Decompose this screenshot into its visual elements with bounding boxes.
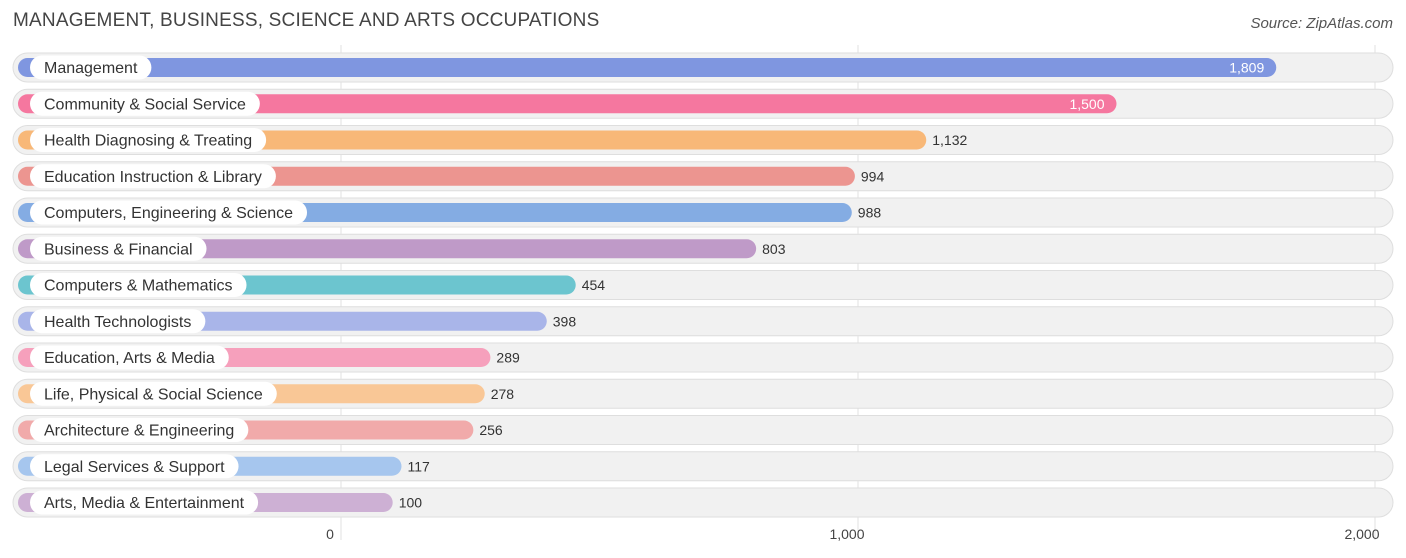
bar-row: Computers, Engineering & Science 988 — [12, 197, 1394, 228]
bar-row: Management 1,809 — [12, 52, 1394, 83]
category-label-pill — [30, 309, 206, 334]
category-label: Management — [44, 60, 138, 77]
bar-row: Computers & Mathematics 454 — [12, 270, 1394, 300]
category-label: Education Instruction & Library — [44, 169, 262, 186]
category-label-pill — [30, 91, 260, 116]
bar-row: Arts, Media & Entertainment 100 — [12, 487, 1394, 518]
category-label-pill — [30, 128, 267, 152]
category-label-pill — [30, 164, 276, 189]
x-tick-label: 2,000 — [1344, 526, 1379, 542]
bar-row: Education Instruction & Library 994 — [12, 161, 1394, 192]
rows-layer: Management 1,809 Community & Social Servic… — [12, 52, 1394, 518]
value-label: 289 — [496, 350, 520, 366]
category-label-pill — [30, 55, 152, 80]
value-label: 988 — [858, 205, 882, 221]
category-label: Business & Financial — [44, 241, 193, 258]
bar-row: Health Diagnosing & Treating 1,132 — [12, 125, 1394, 155]
category-label-pill — [30, 381, 277, 406]
value-label: 1,132 — [932, 132, 967, 148]
category-label: Health Diagnosing & Treating — [44, 133, 252, 150]
value-label: 803 — [762, 241, 786, 257]
category-label: Computers & Mathematics — [44, 278, 233, 295]
category-label: Arts, Media & Entertainment — [44, 495, 245, 512]
x-tick-label: 1,000 — [829, 526, 864, 542]
category-label: Health Technologists — [44, 314, 191, 331]
category-label-pill — [30, 345, 229, 370]
x-tick-label: 0 — [326, 526, 334, 542]
value-label: 256 — [479, 422, 503, 438]
bar-row: Community & Social Service 1,500 — [12, 88, 1394, 119]
category-label: Life, Physical & Social Science — [44, 386, 263, 403]
bar-row: Health Technologists 398 — [12, 306, 1394, 337]
category-label-pill — [30, 454, 239, 479]
category-label-pill — [30, 236, 207, 261]
chart-title: MANAGEMENT, BUSINESS, SCIENCE AND ARTS O… — [13, 10, 600, 31]
source-label: Source: ZipAtlas.com — [1250, 15, 1393, 32]
bar-row: Legal Services & Support 117 — [12, 451, 1394, 482]
bar-row: Business & Financial 803 — [12, 233, 1394, 264]
value-label: 278 — [491, 386, 515, 402]
value-label: 100 — [399, 495, 423, 511]
x-axis-ticks: 0 1,000 2,000 — [326, 526, 1380, 542]
value-label: 117 — [407, 458, 430, 474]
value-label: 398 — [553, 313, 577, 329]
value-label: 1,500 — [1069, 96, 1104, 112]
category-label-pill — [30, 490, 259, 515]
category-label-pill — [30, 418, 249, 442]
value-label: 1,809 — [1229, 60, 1264, 76]
bar-row: Life, Physical & Social Science 278 — [12, 378, 1394, 409]
bar-row: Architecture & Engineering 256 — [12, 415, 1394, 445]
category-label: Legal Services & Support — [44, 459, 225, 476]
category-label: Education, Arts & Media — [44, 350, 215, 367]
bar — [18, 94, 1117, 114]
value-label: 994 — [861, 168, 885, 184]
bar — [18, 58, 1277, 77]
bar-row: Education, Arts & Media 289 — [12, 342, 1394, 373]
category-label-pill — [30, 200, 308, 225]
category-label-pill — [30, 273, 247, 297]
category-label: Architecture & Engineering — [44, 423, 234, 440]
category-label: Computers, Engineering & Science — [44, 205, 293, 222]
category-label: Community & Social Service — [44, 96, 246, 113]
value-label: 454 — [582, 277, 606, 293]
